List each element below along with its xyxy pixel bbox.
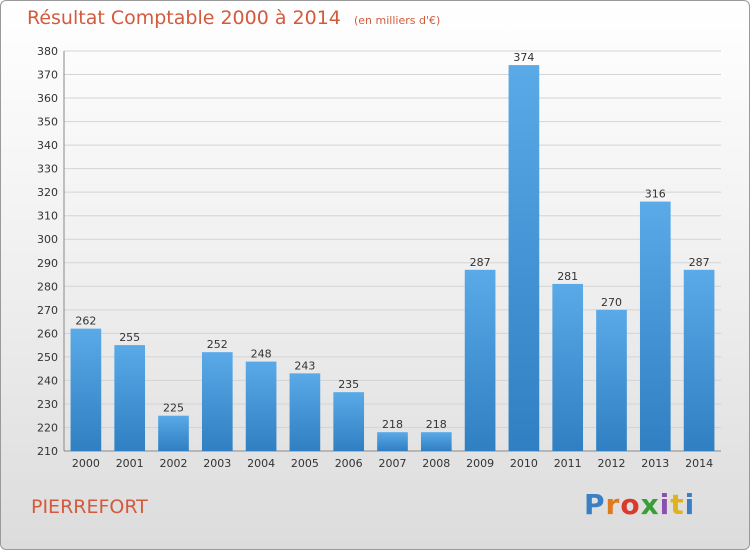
logo-letter: t	[670, 488, 685, 521]
y-tick-label: 380	[37, 45, 58, 58]
bar	[289, 373, 321, 451]
x-tick-label: 2013	[641, 457, 669, 470]
bar	[464, 269, 496, 451]
bar-value-label: 270	[601, 296, 622, 309]
bar	[596, 309, 627, 451]
bar-value-label: 281	[557, 270, 578, 283]
logo-letter: P	[584, 488, 606, 521]
bar	[552, 283, 584, 451]
x-tick-label: 2005	[291, 457, 319, 470]
y-tick-label: 300	[37, 233, 58, 246]
bar	[377, 432, 408, 451]
bar	[333, 392, 365, 451]
x-tick-label: 2011	[554, 457, 582, 470]
x-tick-label: 2001	[116, 457, 144, 470]
chart-subtitle: (en milliers d'€)	[353, 14, 441, 27]
y-tick-label: 340	[37, 139, 58, 152]
x-tick-label: 2009	[466, 457, 494, 470]
x-tick-label: 2003	[203, 457, 231, 470]
bar-value-label: 255	[119, 331, 140, 344]
axes: 210 220 230 240 250 260 270 280 290 300 310 320 330 3…	[37, 45, 721, 470]
x-tick-label: 2014	[685, 457, 713, 470]
logo-letter: i	[684, 488, 696, 521]
bar-value-label: 262	[75, 315, 96, 328]
bar	[114, 345, 146, 451]
value-labels: 262 255 225 252 248 243 235 218 218 287 374 281 270 3…	[75, 51, 709, 431]
y-tick-label: 260	[37, 327, 58, 340]
bar-value-label: 218	[382, 418, 403, 431]
y-tick-label: 220	[37, 421, 58, 434]
bar-value-label: 218	[426, 418, 447, 431]
x-tick-label: 2000	[72, 457, 100, 470]
chart-title: Résultat Comptable 2000 à 2014	[27, 7, 341, 29]
bar-value-label: 248	[251, 348, 272, 361]
x-tick-label: 2008	[422, 457, 450, 470]
y-tick-label: 290	[37, 257, 58, 270]
y-tick-label: 370	[37, 69, 58, 82]
bar-value-label: 287	[470, 256, 491, 269]
bar	[639, 201, 671, 451]
x-tick-label: 2002	[160, 457, 188, 470]
bar	[201, 352, 233, 451]
logo-letter: r	[605, 488, 621, 521]
logo-letter: i	[659, 488, 671, 521]
y-tick-label: 320	[37, 186, 58, 199]
logo-letter: x	[640, 488, 660, 521]
y-tick-label: 210	[37, 445, 58, 458]
bar-value-label: 374	[513, 51, 534, 64]
x-tick-label: 2007	[379, 457, 407, 470]
bar	[683, 269, 715, 451]
y-tick-label: 360	[37, 92, 58, 105]
y-tick-label: 230	[37, 398, 58, 411]
bar-value-label: 316	[645, 188, 666, 201]
y-tick-label: 250	[37, 351, 58, 364]
y-tick-label: 280	[37, 280, 58, 293]
bar-value-label: 243	[294, 359, 315, 372]
bar-value-label: 235	[338, 378, 359, 391]
bar-value-label: 287	[689, 256, 710, 269]
x-tick-label: 2006	[335, 457, 363, 470]
bar	[245, 361, 277, 451]
bar	[70, 328, 102, 451]
y-tick-label: 330	[37, 163, 58, 176]
commune-name: PIERREFORT	[31, 496, 148, 518]
bar	[508, 65, 540, 451]
x-tick-label: 2004	[247, 457, 275, 470]
y-tick-label: 240	[37, 374, 58, 387]
x-tick-label: 2010	[510, 457, 538, 470]
y-tick-label: 310	[37, 210, 58, 223]
proxiti-logo[interactable]: Proxiti	[584, 488, 695, 521]
bar-value-label: 252	[207, 338, 228, 351]
title-row: Résultat Comptable 2000 à 2014 (en milli…	[27, 7, 440, 29]
bar	[420, 432, 452, 451]
logo-letter: o	[620, 488, 641, 521]
x-tick-label: 2012	[598, 457, 626, 470]
bars	[70, 65, 715, 451]
bar	[158, 415, 189, 451]
y-tick-label: 350	[37, 116, 58, 129]
y-tick-label: 270	[37, 304, 58, 317]
bar-value-label: 225	[163, 402, 184, 415]
